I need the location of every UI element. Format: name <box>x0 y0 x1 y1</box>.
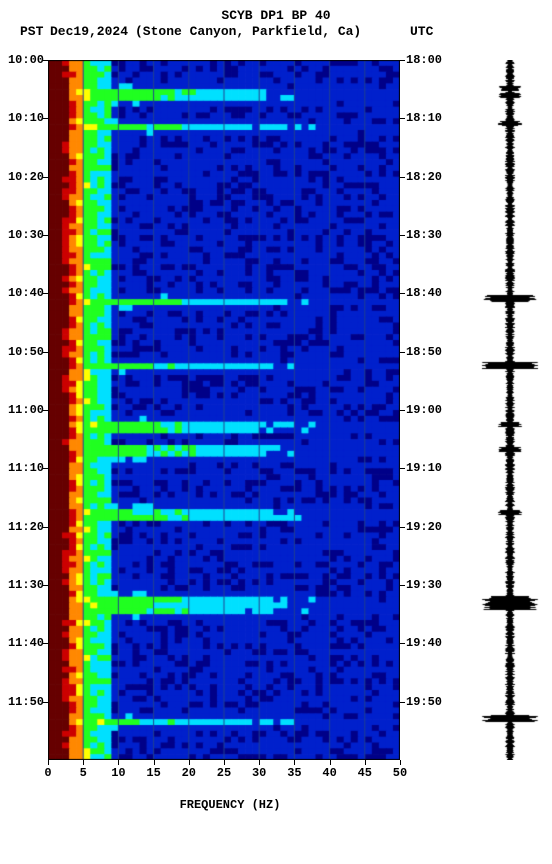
y-right-tick: 19:30 <box>406 578 446 592</box>
y-left-tickmark <box>43 118 48 119</box>
y-left-tick: 10:40 <box>4 286 44 300</box>
x-tickmark <box>224 760 225 765</box>
x-tick: 35 <box>282 766 306 780</box>
pst-label: PST <box>20 24 43 39</box>
y-left-tickmark <box>43 702 48 703</box>
y-left-tickmark <box>43 643 48 644</box>
y-right-tick: 19:40 <box>406 636 446 650</box>
y-left-tickmark <box>43 177 48 178</box>
x-tickmark <box>259 760 260 765</box>
utc-label: UTC <box>410 24 433 39</box>
y-left-tick: 11:20 <box>4 520 44 534</box>
x-tick: 20 <box>177 766 201 780</box>
x-tick: 25 <box>212 766 236 780</box>
x-tick: 30 <box>247 766 271 780</box>
y-right-tickmark <box>400 702 405 703</box>
x-tickmark <box>83 760 84 765</box>
x-tickmark <box>294 760 295 765</box>
x-tickmark <box>330 760 331 765</box>
y-right-tickmark <box>400 585 405 586</box>
y-left-tickmark <box>43 527 48 528</box>
x-tickmark <box>154 760 155 765</box>
y-left-tick: 11:10 <box>4 461 44 475</box>
title-line1: SCYB DP1 BP 40 <box>0 8 552 23</box>
y-right-tickmark <box>400 352 405 353</box>
y-right-tickmark <box>400 235 405 236</box>
y-right-tickmark <box>400 643 405 644</box>
y-left-tick: 10:00 <box>4 53 44 67</box>
y-left-tickmark <box>43 410 48 411</box>
y-right-tick: 19:00 <box>406 403 446 417</box>
x-tick: 10 <box>106 766 130 780</box>
x-tick: 0 <box>36 766 60 780</box>
x-tickmark <box>118 760 119 765</box>
y-right-tick: 18:00 <box>406 53 446 67</box>
x-tick: 50 <box>388 766 412 780</box>
x-tick: 15 <box>142 766 166 780</box>
y-left-tick: 11:30 <box>4 578 44 592</box>
y-left-tick: 11:00 <box>4 403 44 417</box>
y-left-tick: 10:30 <box>4 228 44 242</box>
y-left-tick: 10:10 <box>4 111 44 125</box>
y-right-tickmark <box>400 293 405 294</box>
x-tick: 40 <box>318 766 342 780</box>
date-label: Dec19,2024 <box>50 24 128 39</box>
y-left-tickmark <box>43 468 48 469</box>
y-left-tick: 10:20 <box>4 170 44 184</box>
waveform-plot <box>480 60 540 760</box>
y-left-tickmark <box>43 60 48 61</box>
y-right-tickmark <box>400 410 405 411</box>
y-right-tickmark <box>400 60 405 61</box>
y-right-tick: 19:10 <box>406 461 446 475</box>
x-tickmark <box>48 760 49 765</box>
y-left-tickmark <box>43 585 48 586</box>
y-left-tick: 11:50 <box>4 695 44 709</box>
spectrogram-plot <box>48 60 400 760</box>
x-tick: 45 <box>353 766 377 780</box>
x-tickmark <box>189 760 190 765</box>
y-right-tickmark <box>400 527 405 528</box>
y-left-tick: 11:40 <box>4 636 44 650</box>
y-right-tick: 18:30 <box>406 228 446 242</box>
x-tickmark <box>400 760 401 765</box>
x-tickmark <box>365 760 366 765</box>
y-right-tick: 18:20 <box>406 170 446 184</box>
location-label: (Stone Canyon, Parkfield, Ca) <box>135 24 361 39</box>
y-left-tickmark <box>43 352 48 353</box>
y-right-tick: 18:10 <box>406 111 446 125</box>
y-left-tickmark <box>43 235 48 236</box>
x-tick: 5 <box>71 766 95 780</box>
x-axis-label: FREQUENCY (HZ) <box>150 798 310 812</box>
y-right-tick: 19:20 <box>406 520 446 534</box>
y-right-tick: 18:50 <box>406 345 446 359</box>
y-right-tickmark <box>400 118 405 119</box>
y-right-tickmark <box>400 468 405 469</box>
y-left-tickmark <box>43 293 48 294</box>
y-right-tick: 18:40 <box>406 286 446 300</box>
y-right-tick: 19:50 <box>406 695 446 709</box>
y-right-tickmark <box>400 177 405 178</box>
y-left-tick: 10:50 <box>4 345 44 359</box>
